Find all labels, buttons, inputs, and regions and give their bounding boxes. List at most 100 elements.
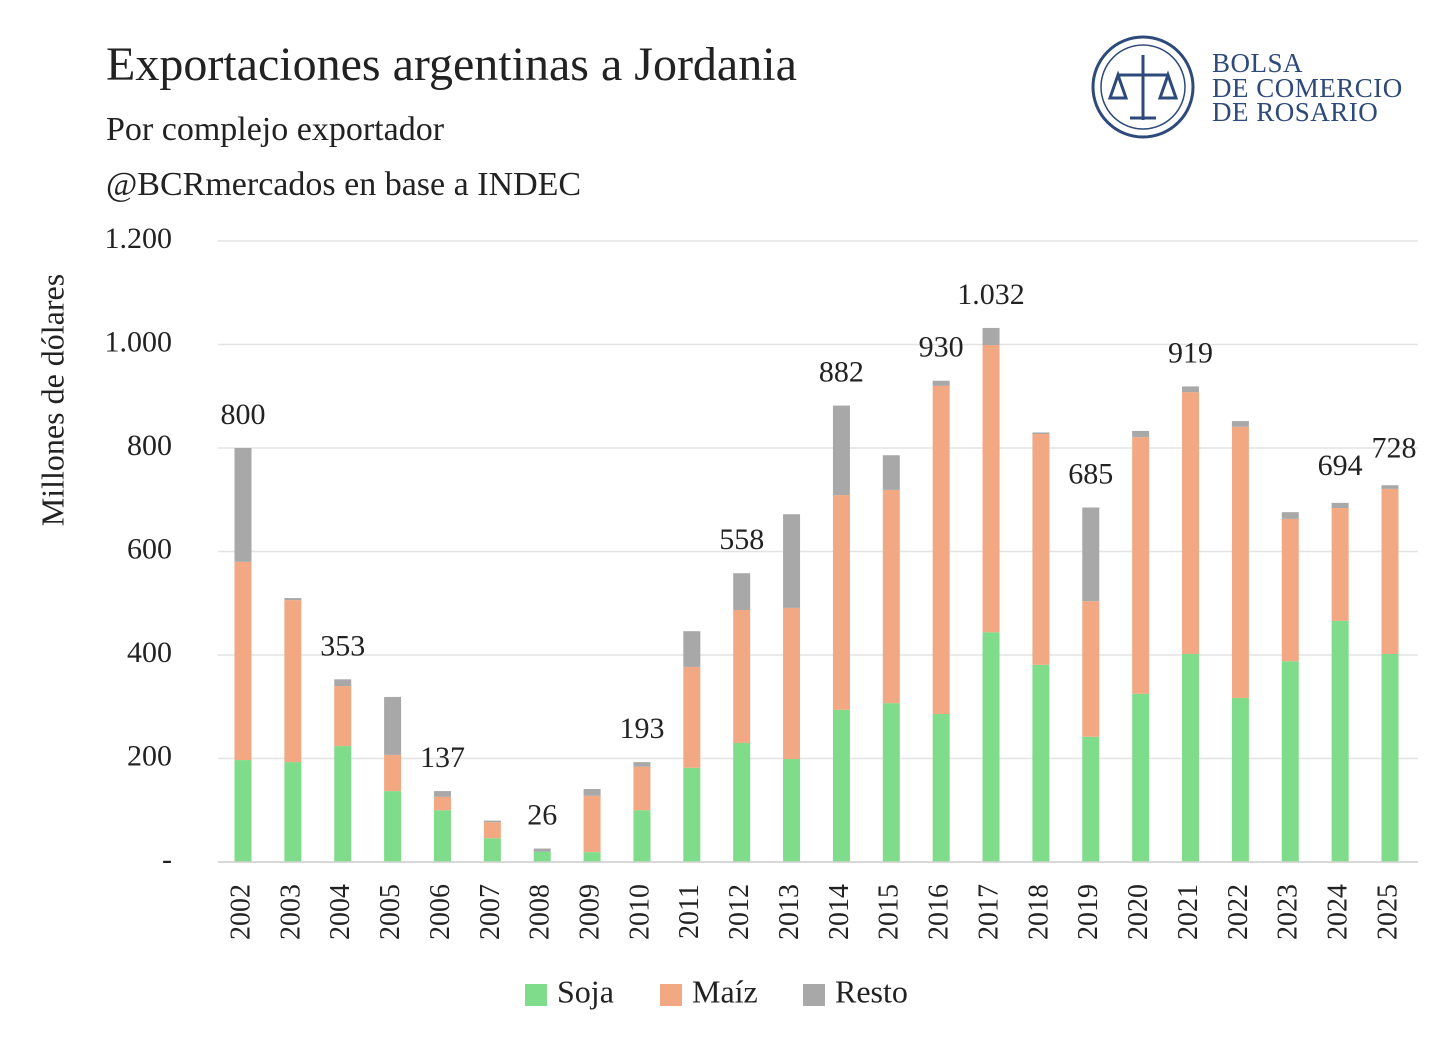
bar-segment [234,448,252,562]
total-label: 26 [527,799,557,832]
bar-segment [1281,661,1299,862]
x-tick-label: 2009 [575,884,606,940]
total-label: 919 [1168,336,1213,369]
bar-segment [1381,653,1399,862]
legend-label: Resto [835,973,908,1009]
bar-segment [1281,518,1299,662]
bar-segment [1231,426,1249,698]
bar-segment [1132,437,1150,694]
bar-segment [932,380,950,386]
total-label: 137 [420,741,465,774]
bar-segment [1132,430,1150,438]
legend-swatch [803,984,825,1006]
total-label: 558 [719,523,764,556]
bar-segment [882,703,900,862]
bar-segment [1331,620,1349,862]
bar-segment [1281,512,1299,519]
bar-segment [483,820,501,823]
x-tick-label: 2015 [874,884,905,940]
bar-segment [1132,693,1150,862]
x-tick-label: 2002 [225,884,256,940]
x-tick-label: 2023 [1273,884,1304,940]
bar-segment [1082,507,1100,602]
bar-segment [633,762,651,767]
x-tick-label: 2013 [774,884,805,940]
bar-segment [633,810,651,862]
bar-segment [982,345,1000,633]
x-tick-label: 2019 [1073,884,1104,940]
bar-segment [334,746,352,862]
bar-segment [483,822,501,839]
x-tick-label: 2017 [973,884,1004,940]
total-label: 930 [919,331,964,364]
bar-segment [1331,508,1349,621]
bar-segment [783,607,801,760]
bar-segment [1331,502,1349,509]
bar-segment [384,791,402,862]
bar-segment [1082,736,1100,862]
bar-segment [783,514,801,608]
legend-swatch [660,984,682,1006]
chart-source: @BCRmercados en base a INDEC [106,166,581,203]
y-axis-label: Millones de dólares [34,274,70,526]
bar-segment [1381,488,1399,654]
bar-segment [583,789,601,796]
chart-subtitle: Por complejo exportador [106,111,445,148]
x-tick-label: 2022 [1223,884,1254,940]
y-tick-label: 1.000 [105,325,173,358]
bar-segment [583,852,601,862]
logo-text: DE ROSARIO [1212,97,1378,127]
bar-segment [882,489,900,704]
bar-segment [633,766,651,811]
x-tick-label: 2014 [824,884,855,940]
bar-segment [1082,601,1100,737]
bar-segment [982,327,1000,346]
bar-segment [1381,485,1399,489]
bar-segment [433,810,451,862]
bar-segment [284,762,302,862]
bar-segment [882,455,900,490]
bar-segment [583,795,601,853]
bar-segment [932,713,950,862]
total-label: 882 [819,356,864,389]
y-tick-label: 200 [127,739,172,772]
bar-segment [1182,653,1200,862]
bar-segment [1182,392,1200,654]
x-tick-label: 2012 [724,884,755,940]
y-tick-label: 600 [127,532,172,565]
chart-title: Exportaciones argentinas a Jordania [106,38,797,91]
bar-segment [683,666,701,768]
x-tick-label: 2005 [375,884,406,940]
bar-segment [384,696,402,755]
bar-segment [234,760,252,862]
bar-segment [533,851,551,862]
bar-segment [1231,697,1249,862]
y-tick-label: 1.200 [105,222,173,255]
bar-segment [832,405,850,496]
bar-segment [1032,664,1050,862]
logo: BOLSA DE COMERCIO DE ROSARIO [1091,35,1403,139]
legend-label: Maíz [692,973,758,1009]
bar-segment [982,632,1000,862]
total-label: 728 [1372,431,1417,464]
bar-segment [384,754,402,792]
logo-text: BOLSA [1212,48,1303,78]
bar-segment [832,495,850,710]
legend-label: Soja [557,973,614,1009]
bar-segment [1032,432,1050,435]
logo-emblem [1107,55,1179,120]
legend-swatch [525,984,547,1006]
x-tick-label: 2003 [275,884,306,940]
total-label: 353 [320,629,365,662]
bar-segment [932,385,950,714]
bar-segment [284,600,302,763]
bar-segment [733,742,751,862]
logo-text: DE COMERCIO [1212,73,1403,103]
total-label: 800 [221,398,266,431]
x-tick-label: 2004 [325,884,356,940]
x-tick-label: 2021 [1173,884,1204,940]
bar-segment [832,709,850,862]
x-tick-label: 2024 [1323,884,1354,940]
bar-segment [234,561,252,761]
